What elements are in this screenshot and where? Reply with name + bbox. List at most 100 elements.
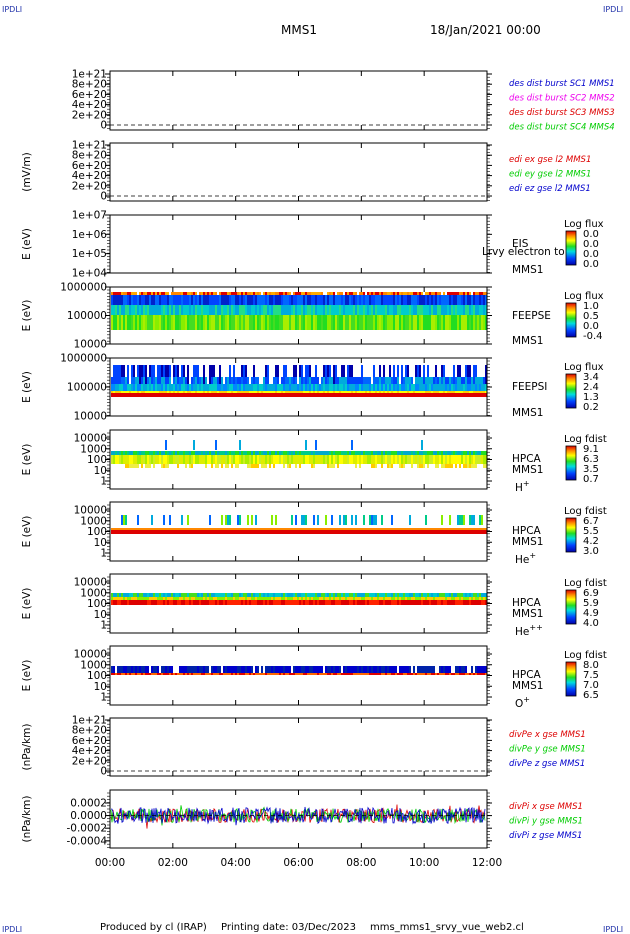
- heatmap-cell: [193, 666, 195, 673]
- heatmap-cell: [389, 377, 391, 385]
- heatmap-cell: [133, 393, 135, 397]
- heatmap-cell: [373, 292, 375, 295]
- heatmap-cell: [325, 530, 327, 534]
- heatmap-cell: [113, 673, 115, 675]
- heatmap-cell: [345, 292, 347, 295]
- heatmap-cell: [331, 673, 333, 675]
- heatmap-cell: [399, 295, 401, 305]
- heatmap-cell: [117, 597, 119, 600]
- heatmap-cell: [155, 295, 157, 305]
- heatmap-cell: [475, 292, 477, 295]
- heatmap-cell: [269, 600, 271, 605]
- heatmap-cell: [409, 292, 411, 295]
- heatmap-cell: [195, 393, 197, 397]
- heatmap-cell: [349, 593, 351, 597]
- heatmap-cell: [227, 593, 229, 597]
- heatmap-cell: [215, 530, 217, 534]
- heatmap-cell: [421, 377, 423, 385]
- heatmap-cell: [407, 528, 409, 530]
- heatmap-cell: [245, 593, 247, 597]
- heatmap-cell: [381, 528, 383, 530]
- heatmap-cell: [373, 391, 375, 393]
- heatmap-cell: [465, 391, 467, 393]
- heatmap-cell: [469, 365, 471, 387]
- heatmap-cell: [171, 673, 173, 675]
- heatmap-cell: [229, 673, 231, 675]
- heatmap-cell: [291, 673, 293, 675]
- colorbar-title: Log flux: [564, 362, 604, 373]
- heatmap-cell: [135, 600, 137, 605]
- heatmap-cell: [151, 295, 153, 305]
- heatmap-cell: [121, 451, 123, 455]
- colorbar-tick-label: 5.9: [583, 598, 599, 609]
- heatmap-cell: [273, 391, 275, 393]
- heatmap-cell: [177, 315, 179, 330]
- heatmap-cell: [305, 391, 307, 393]
- heatmap-cell: [113, 391, 115, 393]
- heatmap-cell: [313, 593, 315, 597]
- heatmap-cell: [413, 673, 415, 675]
- colorbar: [565, 445, 577, 481]
- heatmap-cell: [241, 673, 243, 675]
- heatmap-cell: [119, 391, 121, 393]
- heatmap-cell: [143, 597, 145, 600]
- heatmap-cell: [181, 530, 183, 534]
- heatmap-cell: [349, 528, 351, 530]
- heatmap-cell: [171, 451, 173, 455]
- heatmap-cell: [205, 391, 207, 393]
- heatmap-cell: [325, 384, 327, 391]
- heatmap-cell: [401, 597, 403, 600]
- heatmap-cell: [385, 393, 387, 397]
- heatmap-cell: [407, 365, 409, 387]
- heatmap-cell: [355, 515, 357, 525]
- heatmap-cell: [427, 464, 429, 468]
- heatmap-cell: [123, 455, 125, 464]
- legend-entry: edi ey gse l2 MMS1: [509, 170, 591, 180]
- heatmap-cell: [441, 673, 443, 675]
- heatmap-cell: [187, 673, 189, 675]
- heatmap-cell: [327, 455, 329, 464]
- heatmap-cell: [301, 384, 303, 391]
- heatmap-cell: [157, 315, 159, 330]
- heatmap-cell: [161, 365, 163, 387]
- heatmap-cell: [445, 464, 447, 468]
- heatmap-cell: [365, 391, 367, 393]
- heatmap-cell: [427, 455, 429, 464]
- heatmap-cell: [165, 391, 167, 393]
- heatmap-cell: [117, 305, 119, 315]
- y-tick-label: 10: [94, 537, 107, 549]
- y-tick-label: 10000: [74, 505, 107, 517]
- heatmap-cell: [447, 666, 449, 673]
- heatmap-cell: [311, 315, 313, 330]
- heatmap-cell: [435, 292, 437, 295]
- heatmap-cell: [423, 597, 425, 600]
- heatmap-cell: [113, 292, 115, 295]
- heatmap-cell: [223, 455, 225, 464]
- heatmap-cell: [141, 377, 143, 385]
- heatmap-cell: [145, 593, 147, 597]
- heatmap-cell: [441, 315, 443, 330]
- heatmap-cell: [469, 600, 471, 605]
- heatmap-cell: [293, 384, 295, 391]
- heatmap-cell: [175, 305, 177, 315]
- heatmap-cell: [167, 600, 169, 605]
- heatmap-cell: [419, 597, 421, 600]
- heatmap-cell: [181, 528, 183, 530]
- heatmap-cell: [243, 673, 245, 675]
- heatmap-cell: [351, 393, 353, 397]
- instrument-label: HPCA: [512, 597, 542, 609]
- heatmap-cell: [181, 365, 183, 387]
- heatmap-cell: [243, 377, 245, 385]
- heatmap-cell: [145, 597, 147, 600]
- heatmap-cell: [283, 593, 285, 597]
- heatmap-cell: [167, 451, 169, 455]
- heatmap-cell: [409, 384, 411, 391]
- heatmap-cell: [277, 292, 279, 295]
- heatmap-cell: [117, 391, 119, 393]
- heatmap-cell: [227, 455, 229, 464]
- heatmap-cell: [129, 464, 131, 468]
- heatmap-cell: [285, 666, 287, 673]
- heatmap-cell: [225, 600, 227, 605]
- heatmap-cell: [343, 315, 345, 330]
- heatmap-cell: [355, 666, 357, 673]
